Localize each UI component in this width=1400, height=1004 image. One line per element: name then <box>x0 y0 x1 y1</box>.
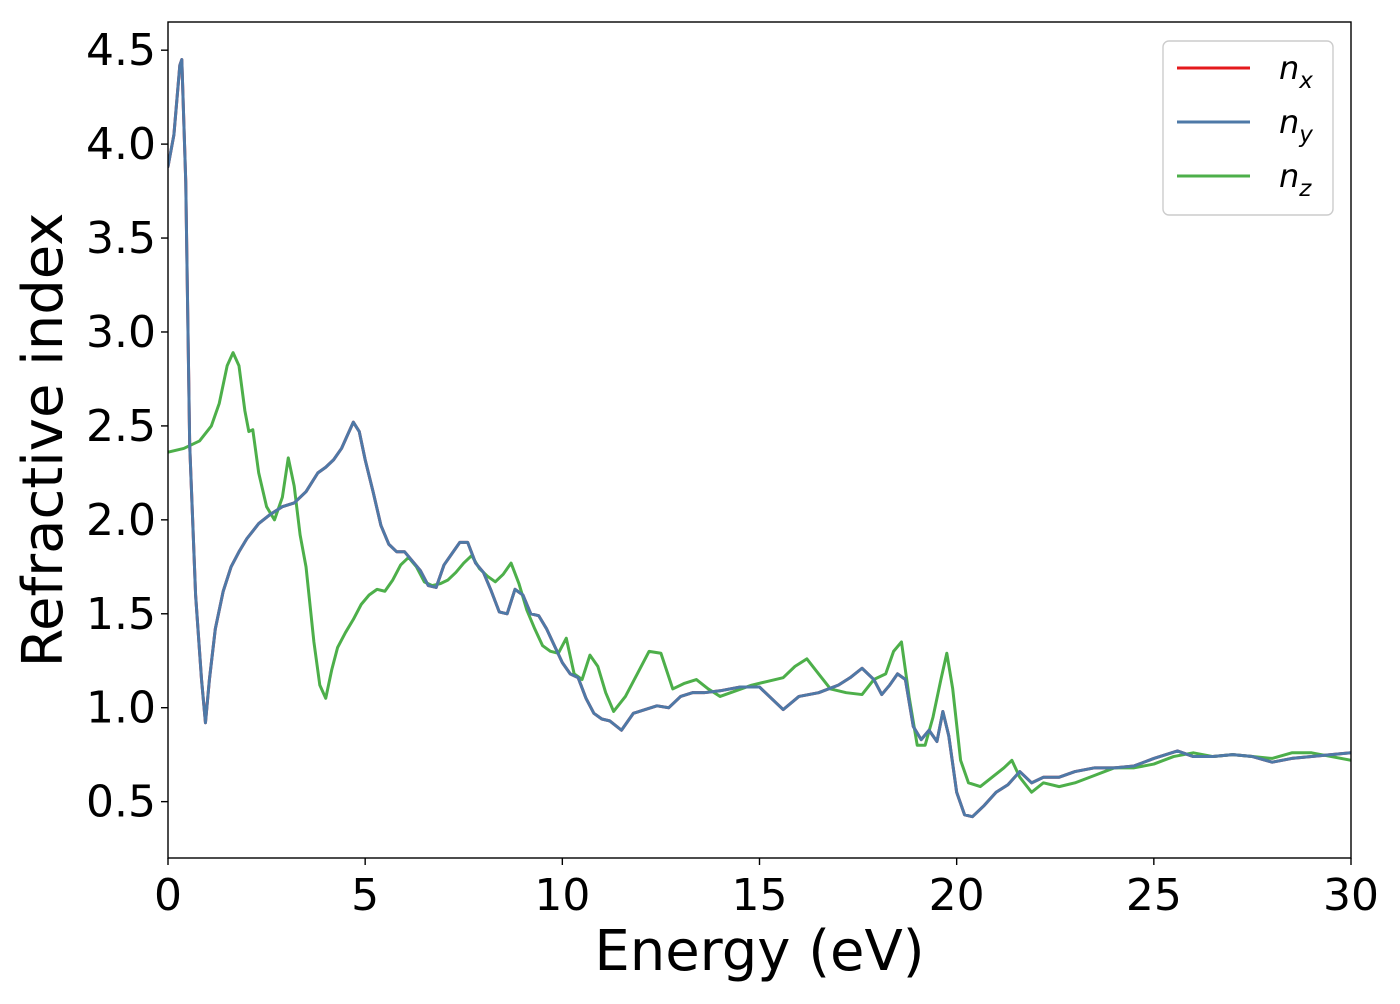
series-line-n-z <box>168 351 1351 794</box>
legend-label-base: n <box>1279 103 1299 141</box>
legend-label-subscript: z <box>1298 176 1312 202</box>
y-tick-label: 3.5 <box>86 213 156 264</box>
legend-label-n-z: nz <box>1279 157 1312 202</box>
series-layer <box>168 58 1351 819</box>
y-tick-label: 1.5 <box>86 589 156 640</box>
legend-label-subscript: x <box>1298 68 1313 94</box>
y-tick-label: 4.5 <box>86 25 156 76</box>
x-tick-label: 0 <box>154 870 182 921</box>
y-tick-label: 2.0 <box>86 495 156 546</box>
y-tick-label: 0.5 <box>86 777 156 828</box>
x-tick-label: 15 <box>732 870 788 921</box>
y-tick-label: 2.5 <box>86 401 156 452</box>
x-tick-label: 25 <box>1126 870 1182 921</box>
y-axis-ticks: 0.5 1.0 1.5 2.0 2.5 3.0 3.5 4.0 4.5 <box>86 25 168 828</box>
legend-label-n-x: nx <box>1279 49 1313 94</box>
legend-box <box>1162 40 1334 216</box>
x-tick-label: 10 <box>534 870 590 921</box>
x-axis-ticks: 0 5 10 15 20 25 30 <box>154 858 1379 921</box>
x-tick-label: 5 <box>351 870 379 921</box>
legend-label-base: n <box>1279 49 1299 87</box>
y-axis-label: Refractive index <box>11 213 76 668</box>
series-line-n-y <box>168 58 1351 819</box>
y-tick-label: 1.0 <box>86 683 156 734</box>
y-tick-label: 4.0 <box>86 119 156 170</box>
y-tick-label: 3.0 <box>86 307 156 358</box>
x-tick-label: 20 <box>929 870 985 921</box>
legend-label-base: n <box>1279 157 1299 195</box>
x-axis-label: Energy (eV) <box>594 919 924 984</box>
legend-label-n-y: ny <box>1279 103 1313 148</box>
legend-label-subscript: y <box>1298 122 1313 148</box>
x-tick-label: 30 <box>1323 870 1379 921</box>
